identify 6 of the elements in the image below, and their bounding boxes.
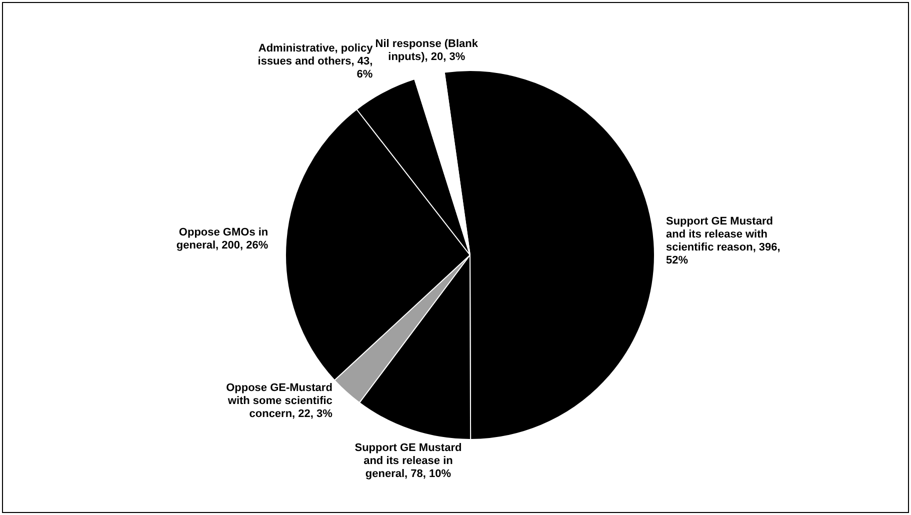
slice-label: Oppose GMOs in general, 200, 26% <box>176 226 268 252</box>
slice-label: Nil response (Blank inputs), 20, 3% <box>375 38 479 63</box>
slice-label: Oppose GE-Mustard with some scientific concern, 22, 3% <box>226 382 333 420</box>
slice-label: Administrative, policy issues and others, 43, 6% <box>258 42 374 81</box>
slice-label: Support GE Mustard and its release with scientific reason, 396, 52% <box>666 216 780 267</box>
slice-label: Support GE Mustard and its release in general, 78, 10% <box>354 442 462 480</box>
